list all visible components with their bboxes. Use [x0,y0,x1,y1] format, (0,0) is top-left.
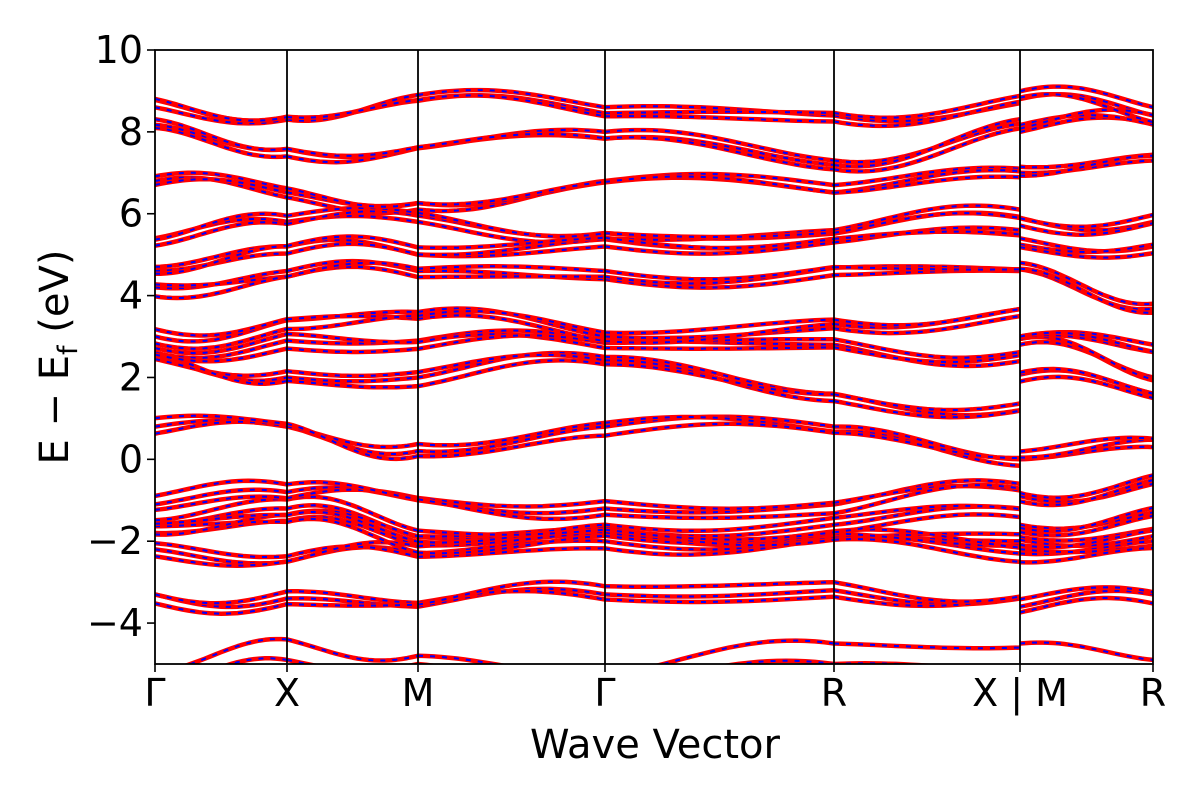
y-axis-title: E − Ef (eV) [32,250,84,465]
y-tick-label: −2 [87,519,143,563]
symmetry-lines [286,50,1021,664]
bands-layer [155,84,1153,664]
band-line [155,152,1153,209]
band-line [155,414,1153,469]
band-line [155,477,1153,513]
plot-frame [154,49,1154,665]
y-axis-title-main: E − E [32,355,78,465]
y-axis-title-unit: (eV) [32,250,78,346]
band-line [155,264,1153,312]
x-tick-label: R [1140,671,1166,715]
band-line [155,260,1153,316]
band-line [155,306,1153,354]
y-tick-label: 0 [119,437,143,481]
band-line [155,107,1153,174]
band-line [155,350,1153,413]
x-tick-label: X [274,671,300,715]
band-line [155,414,1153,462]
band-line [155,205,1153,242]
band-line [155,473,1153,522]
x-axis-title: Wave Vector [530,722,781,768]
y-tick-label: 6 [119,192,143,236]
y-axis-ticks: 10 8 6 4 2 0 −2 −4 [87,28,155,645]
band-line [155,579,1153,616]
band-line [155,585,1153,609]
band-line [155,153,1153,209]
y-axis-title-group: E − Ef (eV) [32,250,84,465]
y-axis-title-subscript: f [53,344,84,355]
band-line [155,413,1153,462]
band-line [155,84,1153,129]
band-line [155,333,1153,382]
x-tick-label: X | M [972,671,1068,716]
x-tick-label: M [402,671,435,715]
y-tick-label: −4 [87,601,143,645]
band-line [183,636,1153,664]
y-tick-label: 10 [95,28,143,72]
band-line [155,306,1153,355]
band-line [155,494,1153,542]
band-line-overlay [155,415,1153,461]
x-axis-ticks: Γ X M Γ R X | M R [144,664,1166,716]
y-tick-label: 2 [119,355,143,399]
x-tick-label: Γ [594,671,615,715]
y-tick-label: 8 [119,110,143,154]
x-tick-label: Γ [144,671,165,715]
band-line [155,229,1153,276]
band-line [155,225,1153,270]
y-tick-label: 4 [119,274,143,318]
x-tick-label: R [821,671,847,715]
